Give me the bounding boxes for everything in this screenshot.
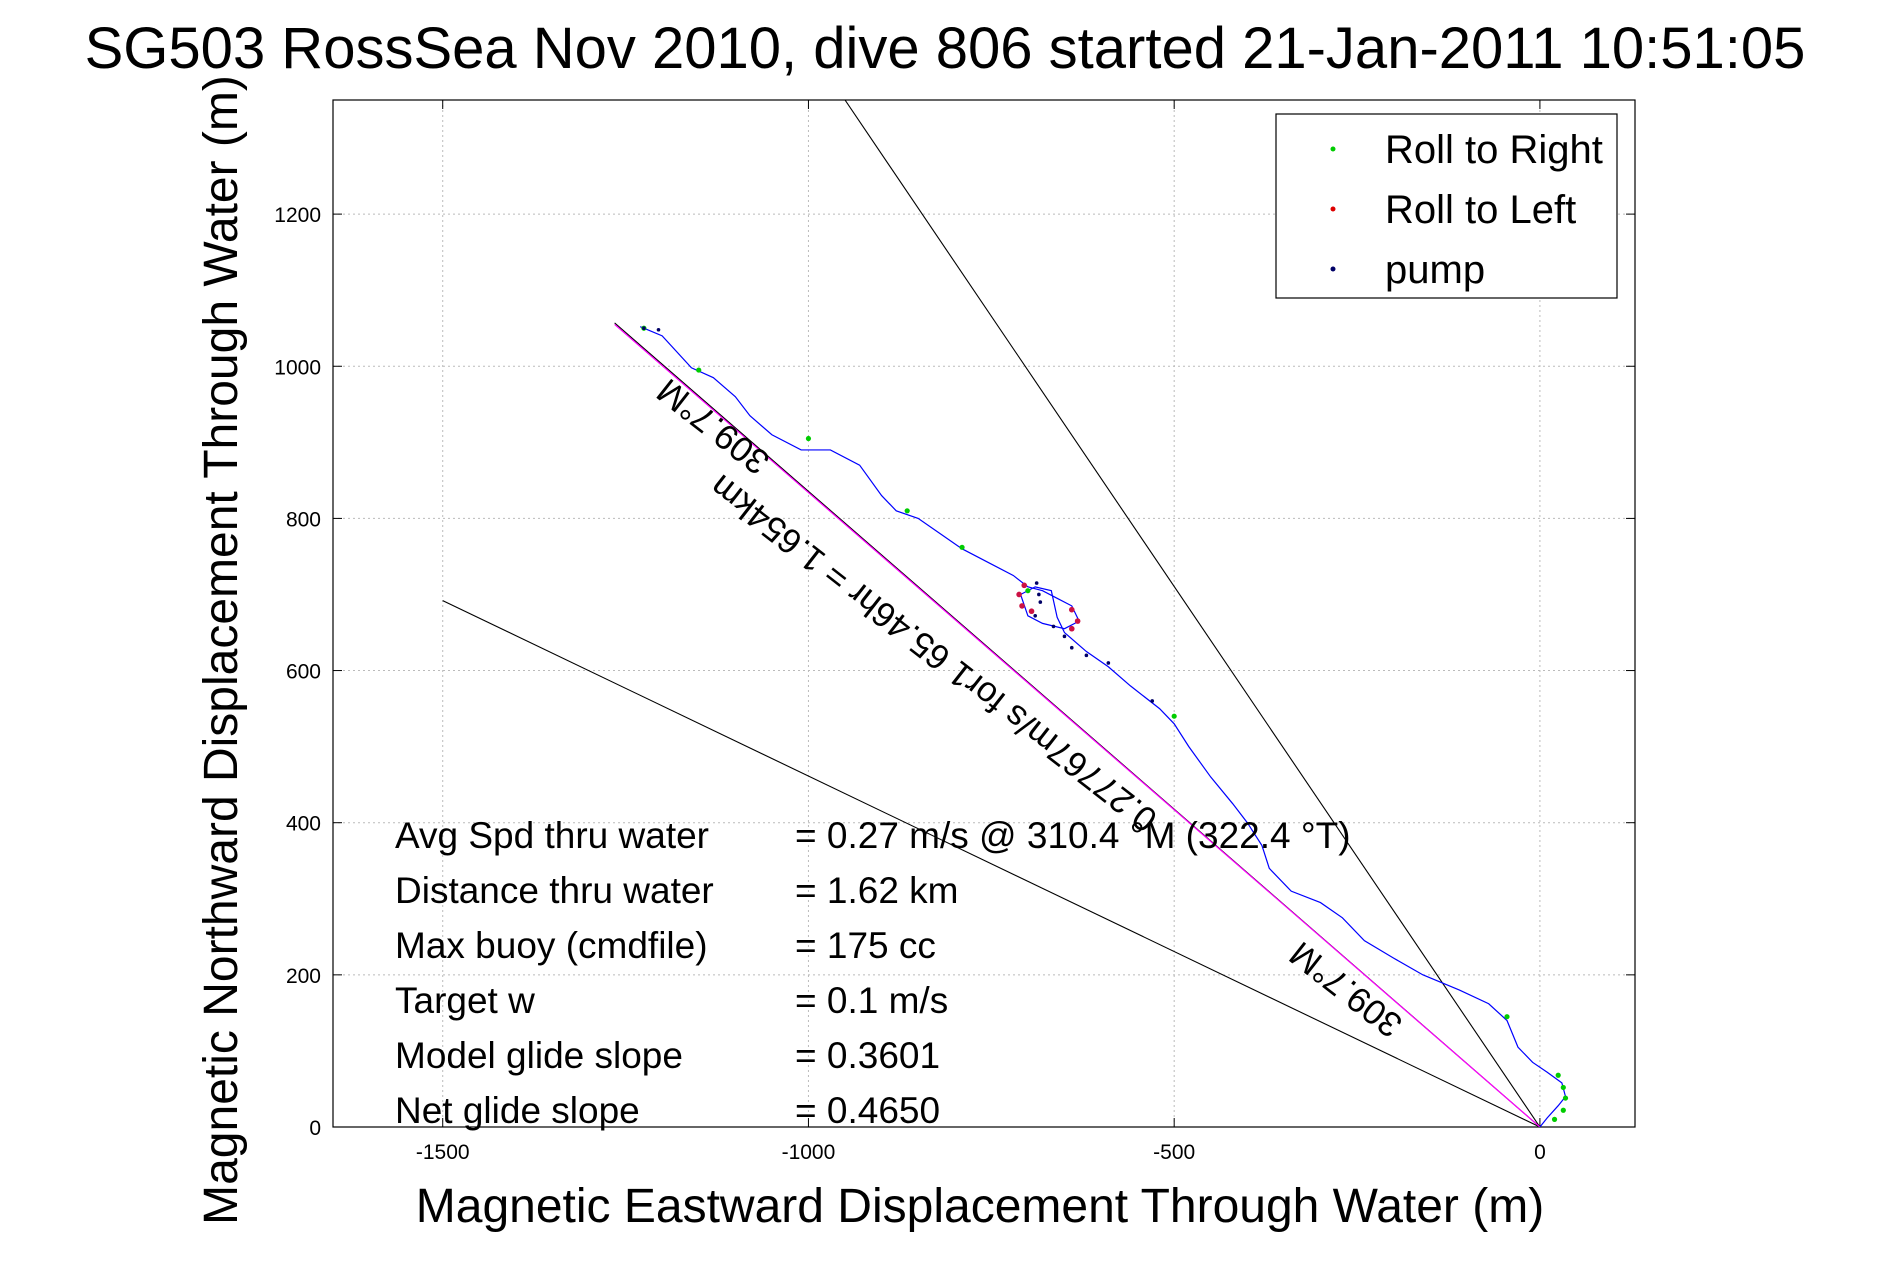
roll-left-point — [1068, 625, 1075, 632]
legend-label: Roll to Left — [1385, 188, 1576, 232]
y-tick-label: 1200 — [274, 204, 321, 227]
roll-left-point — [1019, 603, 1025, 609]
roll-right-point — [1504, 1014, 1510, 1020]
pump-point — [1033, 613, 1038, 618]
roll-right-point — [1560, 1084, 1566, 1091]
pump-point — [1069, 645, 1074, 650]
roll-right-point — [1562, 1095, 1569, 1101]
roll-left-point — [1021, 582, 1028, 589]
annotation-label: Model glide slope — [395, 1035, 683, 1076]
roll-right-point — [805, 435, 812, 442]
y-tick-label: 200 — [286, 965, 321, 988]
reference-line — [442, 600, 1541, 1127]
roll-right-point — [696, 367, 702, 373]
annotation-value: = 0.1 m/s — [795, 980, 948, 1021]
legend-marker — [1330, 146, 1336, 152]
line-label: 0.27767m/s for1 65.46hr = 1.654km — [703, 467, 1165, 840]
reference-line — [844, 100, 1541, 1127]
annotation-value: = 0.4650 — [795, 1090, 940, 1131]
legend — [1275, 113, 1618, 299]
roll-left-point — [1028, 608, 1035, 615]
pump-point — [656, 327, 661, 332]
x-axis-label: Magnetic Eastward Displacement Through W… — [416, 1180, 1544, 1233]
legend-marker — [1330, 206, 1336, 212]
data-layer — [442, 100, 1569, 1127]
roll-right-point — [1171, 713, 1177, 719]
slope-line — [614, 323, 1541, 1127]
y-tick-label: 600 — [286, 661, 321, 684]
roll-right-point — [959, 544, 965, 550]
y-tick-label: 400 — [286, 813, 321, 836]
track-line — [639, 326, 1567, 1127]
pump-point — [1150, 699, 1155, 703]
roll-left-point — [1074, 618, 1081, 624]
y-tick-label: 0 — [309, 1117, 321, 1140]
x-tick-label: -1000 — [782, 1141, 836, 1164]
pump-point — [1034, 581, 1039, 585]
plot-frame — [332, 99, 1636, 1128]
roll-right-point — [1560, 1107, 1566, 1113]
y-tick-label: 1000 — [274, 356, 321, 379]
pump-point — [1038, 600, 1043, 604]
line-label: 309.7°M — [1282, 934, 1409, 1045]
annotation-label: Distance thru water — [395, 870, 714, 911]
roll-right-point — [904, 508, 910, 514]
x-tick-label: -1500 — [416, 1141, 470, 1164]
pump-point — [642, 326, 646, 331]
annotation-value: = 1.62 km — [795, 870, 959, 911]
line-label: 309.7°M — [650, 371, 777, 482]
pump-point — [1051, 624, 1056, 629]
annotation-value: = 0.27 m/s @ 310.4 °M (322.4 °T) — [795, 815, 1351, 856]
annotation-label: Net glide slope — [395, 1090, 640, 1131]
annotation-value: = 0.3601 — [795, 1035, 940, 1076]
roll-left-point — [1016, 591, 1022, 598]
legend-marker — [1330, 266, 1336, 272]
y-tick-label: 800 — [286, 508, 321, 531]
pump-point — [1084, 653, 1089, 658]
x-tick-label: -500 — [1153, 1141, 1195, 1164]
annotation-value: = 175 cc — [795, 925, 936, 966]
legend-label: Roll to Right — [1385, 128, 1603, 172]
annotation-label: Target w — [395, 980, 535, 1021]
chart-title: SG503 RossSea Nov 2010, dive 806 started… — [85, 16, 1806, 81]
legend-label: pump — [1385, 248, 1485, 292]
annotation-label: Max buoy (cmdfile) — [395, 925, 708, 966]
roll-right-point — [1551, 1116, 1558, 1122]
roll-left-point — [1068, 606, 1075, 613]
y-axis-label: Magnetic Northward Displacement Through … — [195, 75, 248, 1225]
pump-point — [1037, 592, 1041, 597]
annotation-label: Avg Spd thru water — [395, 815, 709, 856]
pump-point — [1062, 634, 1067, 639]
pump-point — [1106, 661, 1111, 665]
plot-area: -1500 -1000 -500 0 0 200 400 600 800 1000 1200 309.… — [274, 99, 1636, 1164]
roll-right-point — [1025, 588, 1031, 594]
roll-right-point — [1555, 1072, 1561, 1078]
x-tick-label: 0 — [1534, 1141, 1546, 1164]
